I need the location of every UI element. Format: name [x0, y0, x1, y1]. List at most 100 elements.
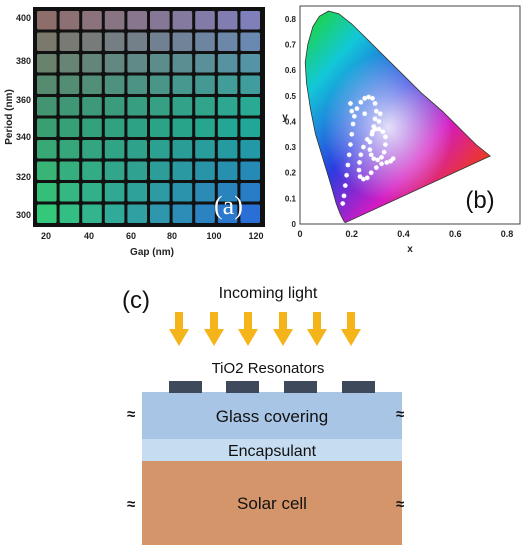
color-swatch: [82, 118, 102, 137]
color-swatch: [195, 118, 215, 137]
color-swatch: [172, 204, 193, 223]
panel-b-label: (b): [465, 187, 494, 214]
color-swatch: [59, 204, 80, 223]
color-swatch: [37, 32, 57, 51]
color-swatch: [104, 183, 125, 202]
data-point: [370, 129, 375, 135]
down-arrow-icon: [307, 312, 327, 346]
break-mark-glass-left: ≈: [127, 406, 135, 423]
color-swatch: [104, 32, 125, 51]
gamut-whitepoint-glow: [305, 11, 491, 223]
resonators-label: TiO2 Resonators: [212, 360, 325, 377]
color-swatch: [195, 140, 215, 159]
color-swatch: [127, 140, 147, 159]
x-tick: 100: [206, 231, 221, 241]
data-point: [390, 156, 396, 161]
color-swatch: [37, 140, 57, 159]
data-point: [362, 111, 368, 117]
color-swatch: [150, 118, 170, 137]
data-point: [383, 142, 388, 147]
break-mark-solar-left: ≈: [127, 496, 135, 513]
y-tick: 300: [16, 210, 31, 220]
data-point: [348, 142, 353, 147]
data-point: [376, 119, 382, 124]
color-swatch: [127, 118, 147, 137]
y-tick: 0.3: [285, 143, 297, 152]
data-point: [350, 121, 356, 127]
down-arrow-icon: [204, 312, 224, 346]
color-swatch: [59, 183, 80, 202]
encapsulant-label: Encapsulant: [228, 443, 317, 460]
data-point: [371, 124, 377, 129]
color-swatch: [59, 75, 80, 94]
color-swatch: [104, 11, 125, 30]
panel-b-y-title: y: [282, 112, 288, 123]
incoming-light-label: Incoming light: [219, 285, 318, 302]
data-point: [375, 157, 381, 163]
data-point: [383, 134, 388, 140]
chromaticity-gamut: [304, 10, 491, 224]
color-swatch: [195, 183, 215, 202]
color-swatch: [104, 75, 125, 94]
color-swatch: [217, 11, 238, 30]
color-swatch: [104, 161, 125, 180]
color-swatch: [127, 97, 147, 116]
data-point: [371, 156, 377, 161]
data-point: [372, 126, 378, 132]
color-swatch: [240, 161, 260, 180]
color-swatch: [150, 140, 170, 159]
down-arrow-icon: [341, 312, 361, 346]
color-swatch: [150, 54, 170, 73]
y-tick: 380: [16, 56, 31, 66]
color-swatch: [150, 204, 170, 223]
color-swatch: [172, 11, 193, 30]
color-swatch: [82, 140, 102, 159]
panel-a-y-title: Period (nm): [4, 89, 15, 145]
data-point: [342, 183, 348, 188]
color-swatch: [150, 183, 170, 202]
color-swatch: [37, 75, 57, 94]
data-point: [349, 108, 355, 114]
y-tick: 0.2: [285, 169, 297, 178]
data-point: [351, 113, 357, 119]
data-point: [364, 175, 370, 181]
panel-a: (a) 400 380 360 340 320 300 Period (nm) …: [4, 7, 265, 258]
resonator: [226, 381, 259, 393]
color-swatch: [37, 204, 57, 223]
color-swatch: [37, 54, 57, 73]
data-point: [362, 95, 368, 101]
solar-cell-layer: [142, 461, 402, 545]
color-swatch: [127, 75, 147, 94]
data-point: [367, 147, 373, 153]
data-point: [345, 162, 351, 168]
color-swatch: [104, 204, 125, 223]
data-point: [376, 126, 382, 132]
color-swatch: [217, 54, 238, 73]
data-point: [373, 165, 379, 170]
panel-c-label: (c): [122, 287, 150, 314]
color-swatch: [82, 183, 102, 202]
color-swatch: [127, 54, 147, 73]
color-swatch: [172, 183, 193, 202]
color-swatch: [217, 32, 238, 51]
color-swatch: [240, 11, 260, 30]
data-point: [372, 116, 378, 122]
color-swatch: [127, 11, 147, 30]
data-point: [349, 131, 355, 137]
data-point: [379, 161, 384, 167]
data-point: [361, 176, 366, 182]
x-tick: 120: [248, 231, 263, 241]
color-swatch: [127, 204, 147, 223]
color-swatch: [82, 75, 102, 94]
y-tick: 360: [16, 95, 31, 105]
color-swatch: [217, 161, 238, 180]
data-point: [366, 94, 371, 100]
color-swatch: [240, 97, 260, 116]
x-tick: 0.8: [501, 229, 514, 239]
resonator: [342, 381, 375, 393]
glass-layer: [142, 392, 402, 439]
panel-b-y-ticks: 0 0.1 0.2 0.3 0.4 0.5 0.6 0.7 0.8: [285, 15, 297, 229]
color-swatch: [82, 54, 102, 73]
data-point: [368, 152, 374, 158]
